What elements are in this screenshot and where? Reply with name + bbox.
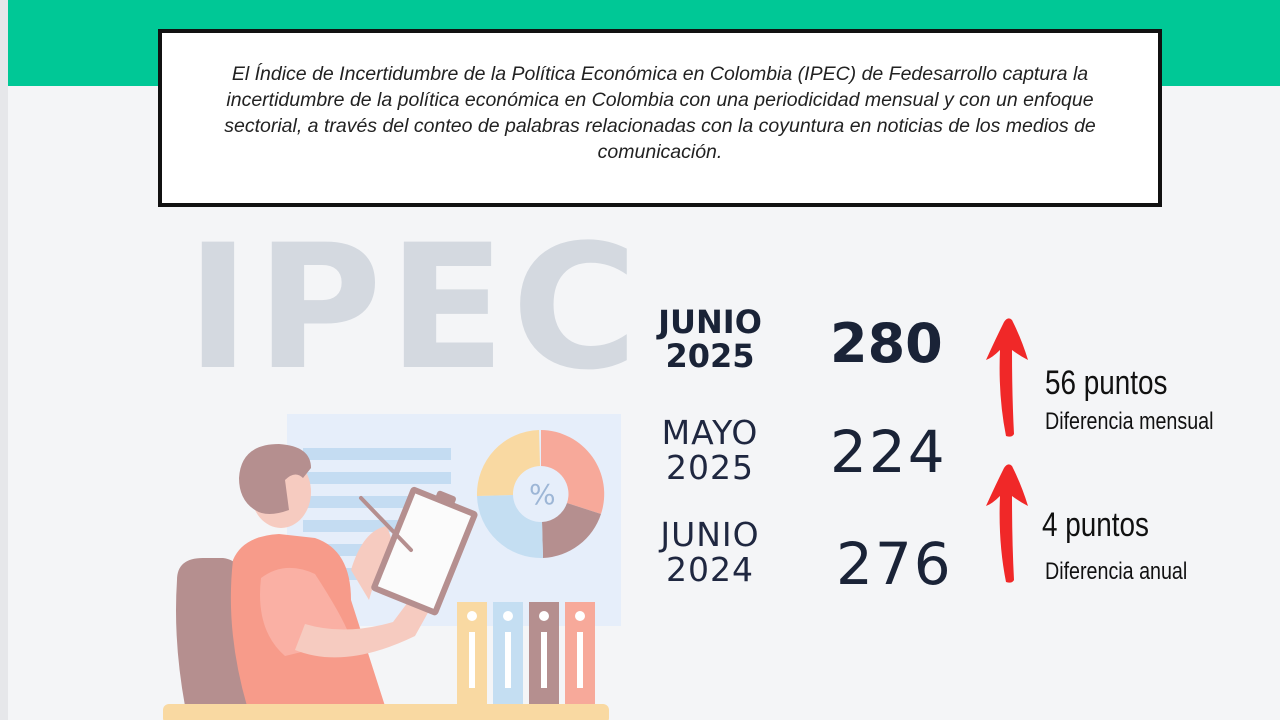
period-label: JUNIO 2025 xyxy=(650,303,770,375)
arrow-up-icon xyxy=(986,318,1028,437)
description-text: El Índice de Incertidumbre de la Polític… xyxy=(224,63,1096,163)
arrow-up-icon xyxy=(986,464,1028,583)
period-label: JUNIO 2024 xyxy=(650,515,770,589)
difference-label: Diferencia anual xyxy=(1045,558,1188,585)
year-label: 2024 xyxy=(666,549,754,589)
left-edge-strip xyxy=(0,0,8,720)
percent-symbol: % xyxy=(529,478,556,511)
difference-points: 56 puntos xyxy=(1045,364,1168,402)
year-label: 2025 xyxy=(665,336,755,375)
ipec-value: 276 xyxy=(836,530,953,598)
ipec-value: 280 xyxy=(830,312,943,375)
analyst-illustration: % xyxy=(163,414,621,720)
description-box: El Índice de Incertidumbre de la Polític… xyxy=(158,29,1162,207)
period-label: MAYO 2025 xyxy=(650,413,770,487)
difference-points: 4 puntos xyxy=(1042,506,1149,544)
ipec-value: 224 xyxy=(830,418,947,486)
month-label: JUNIO xyxy=(660,515,760,554)
ipec-watermark: IPEC xyxy=(186,207,644,408)
month-label: JUNIO xyxy=(658,303,762,341)
difference-label: Diferencia mensual xyxy=(1045,408,1214,435)
month-label: MAYO xyxy=(661,413,759,452)
year-label: 2025 xyxy=(666,447,754,487)
